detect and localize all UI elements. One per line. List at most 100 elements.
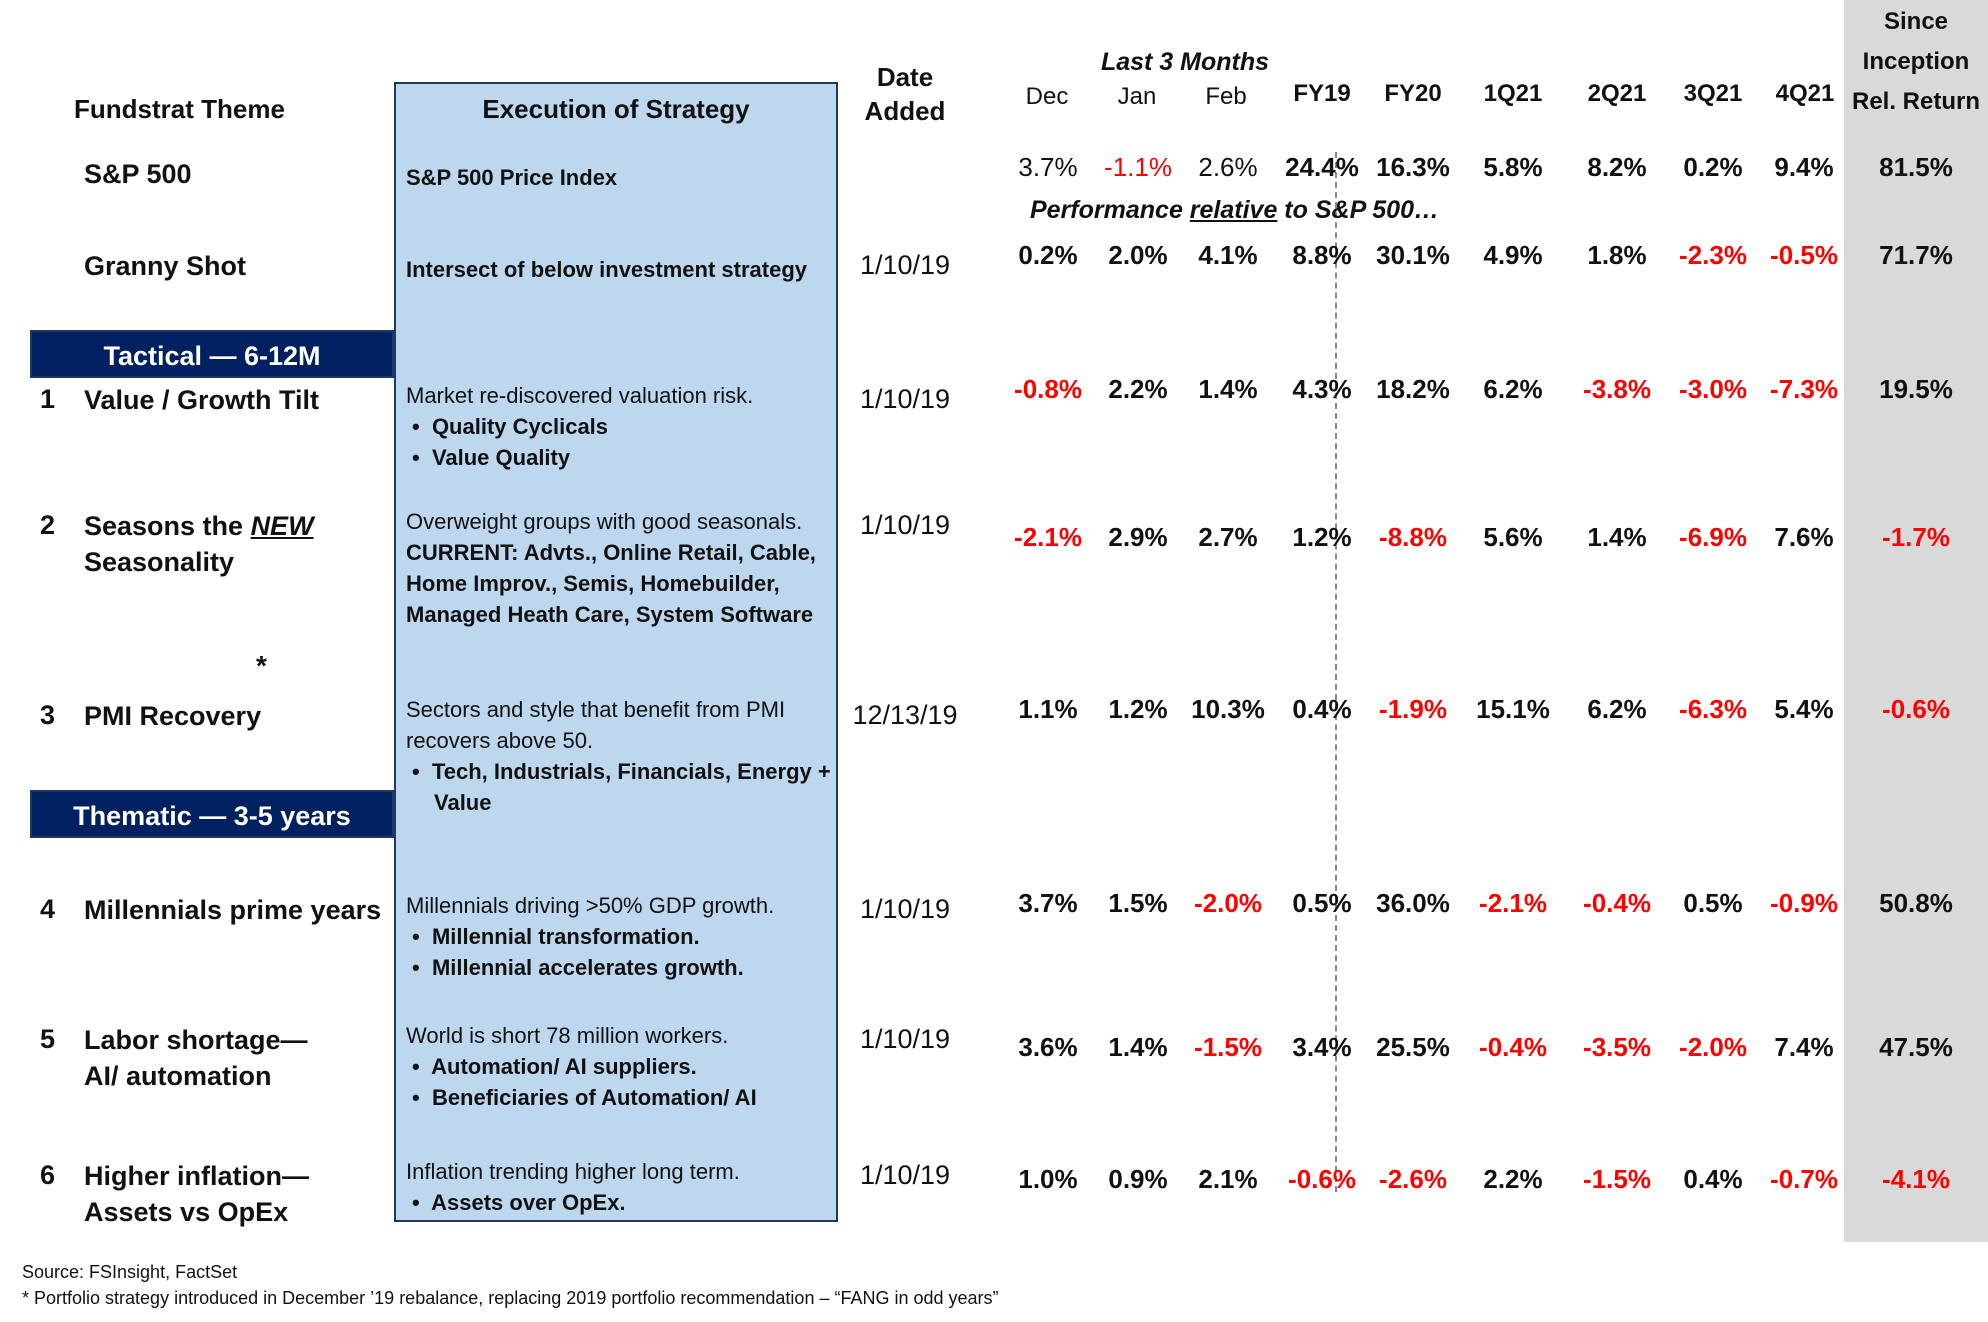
value-cell: -0.4% bbox=[1583, 888, 1651, 918]
exec-millennials: Millennials driving >50% GDP growth. • M… bbox=[406, 893, 775, 980]
value-cell: 0.5% bbox=[1292, 888, 1352, 918]
source-footnote: Source: FSInsight, FactSet bbox=[22, 1262, 238, 1282]
col-header-fy20: FY20 bbox=[1384, 80, 1442, 107]
value-cell: -8.8% bbox=[1379, 522, 1447, 552]
performance-relative-note: Performance relative to S&P 500… bbox=[1030, 196, 1439, 224]
value-cell: -7.3% bbox=[1770, 374, 1838, 404]
value-cell: 2.1% bbox=[1198, 1164, 1258, 1194]
col-header-fy19: FY19 bbox=[1293, 80, 1351, 107]
tactical-banner: Tactical — 6-12M bbox=[30, 330, 394, 378]
value-cell: 7.4% bbox=[1774, 1032, 1834, 1062]
value-cell: -0.8% bbox=[1014, 374, 1082, 404]
exec-pmi-recovery: Sectors and style that benefit from PMI … bbox=[406, 697, 831, 815]
value-cell: -2.3% bbox=[1679, 240, 1747, 270]
theme-seasons: Seasons the NEW Seasonality bbox=[84, 511, 314, 577]
value-cell: -6.3% bbox=[1679, 694, 1747, 724]
value-cell: 3.6% bbox=[1018, 1032, 1078, 1062]
col-header-1q21: 1Q21 bbox=[1483, 80, 1543, 107]
value-cell: 10.3% bbox=[1191, 694, 1265, 724]
value-cell: -2.1% bbox=[1479, 888, 1547, 918]
value-cell: 1.4% bbox=[1108, 1032, 1168, 1062]
since-inception-header: Since Inception Rel. Return bbox=[1851, 8, 1980, 115]
col-header-4q21: 4Q21 bbox=[1775, 80, 1835, 107]
value-cell: 0.4% bbox=[1292, 694, 1352, 724]
theme-labor-shortage: Labor shortage— AI/ automation bbox=[84, 1025, 308, 1091]
value-cell: -1.9% bbox=[1379, 694, 1447, 724]
value-cell: 1.2% bbox=[1292, 522, 1352, 552]
value-cell: 2.7% bbox=[1198, 522, 1258, 552]
row-number-6: 6 bbox=[40, 1160, 56, 1190]
value-cell: 30.1% bbox=[1376, 240, 1450, 270]
value-cell: 1.0% bbox=[1018, 1164, 1078, 1194]
row-number-3: 3 bbox=[40, 700, 56, 730]
pmi-asterisk: * bbox=[256, 650, 267, 681]
asterisk-footnote: * Portfolio strategy introduced in Decem… bbox=[22, 1288, 999, 1308]
col-header-2q21: 2Q21 bbox=[1587, 80, 1647, 107]
value-cell: 47.5% bbox=[1879, 1032, 1953, 1062]
value-cell: 19.5% bbox=[1879, 374, 1953, 404]
value-cell: -2.0% bbox=[1679, 1032, 1747, 1062]
value-cell: 7.6% bbox=[1774, 522, 1834, 552]
value-cell: 2.2% bbox=[1108, 374, 1168, 404]
value-cell: -1.5% bbox=[1194, 1032, 1262, 1062]
exec-value-growth: Market re-discovered valuation risk. • Q… bbox=[406, 383, 754, 470]
value-cell: 81.5% bbox=[1879, 152, 1953, 182]
value-cell: 1.8% bbox=[1587, 240, 1647, 270]
value-cell: 2.2% bbox=[1483, 1164, 1543, 1194]
theme-pmi-recovery: PMI Recovery bbox=[84, 701, 262, 731]
value-cell: 1.5% bbox=[1108, 888, 1168, 918]
value-cell: -0.7% bbox=[1770, 1164, 1838, 1194]
value-cell: -3.5% bbox=[1583, 1032, 1651, 1062]
value-cell: 0.2% bbox=[1018, 240, 1078, 270]
value-cell: 25.5% bbox=[1376, 1032, 1450, 1062]
value-cell: 50.8% bbox=[1879, 888, 1953, 918]
value-cell: 3.7% bbox=[1018, 888, 1078, 918]
value-cell: -2.1% bbox=[1014, 522, 1082, 552]
execution-strategy-panel bbox=[394, 82, 838, 1222]
last-3-months-header: Last 3 Months bbox=[1100, 48, 1270, 76]
exec-labor-shortage: World is short 78 million workers. • Aut… bbox=[406, 1023, 757, 1110]
value-cell: 5.8% bbox=[1483, 152, 1543, 182]
value-cell: 3.7% bbox=[1018, 152, 1078, 182]
value-cell: 1.4% bbox=[1587, 522, 1647, 552]
date-seasons: 1/10/19 bbox=[859, 510, 951, 540]
value-cell: 5.4% bbox=[1774, 694, 1834, 724]
value-cell: 2.0% bbox=[1108, 240, 1168, 270]
date-labor-shortage: 1/10/19 bbox=[859, 1024, 951, 1054]
value-cell: 15.1% bbox=[1476, 694, 1550, 724]
value-cell: 6.2% bbox=[1587, 694, 1647, 724]
value-cell: 1.2% bbox=[1108, 694, 1168, 724]
value-cell: -0.9% bbox=[1770, 888, 1838, 918]
value-cell: -1.1% bbox=[1104, 152, 1172, 182]
value-cell: -2.0% bbox=[1194, 888, 1262, 918]
value-cell: 6.2% bbox=[1483, 374, 1543, 404]
value-cell: 0.2% bbox=[1683, 152, 1743, 182]
row-number-4: 4 bbox=[40, 894, 56, 924]
col-header-dec: Dec bbox=[1025, 83, 1069, 110]
value-cell: -0.4% bbox=[1479, 1032, 1547, 1062]
value-cell: 0.4% bbox=[1683, 1164, 1743, 1194]
date-granny-shot: 1/10/19 bbox=[859, 250, 951, 280]
date-added-header: Date Added bbox=[864, 62, 946, 126]
value-cell: -1.7% bbox=[1882, 522, 1950, 552]
theme-value-growth: Value / Growth Tilt bbox=[84, 385, 320, 415]
value-cell: -4.1% bbox=[1882, 1164, 1950, 1194]
value-cell: 16.3% bbox=[1376, 152, 1450, 182]
value-cell: 4.9% bbox=[1483, 240, 1543, 270]
value-cell: 3.4% bbox=[1292, 1032, 1352, 1062]
value-cell: -2.6% bbox=[1379, 1164, 1447, 1194]
value-cell: 18.2% bbox=[1376, 374, 1450, 404]
theme-sp500: S&P 500 bbox=[84, 159, 192, 189]
value-cell: 0.5% bbox=[1683, 888, 1743, 918]
value-cell: 2.6% bbox=[1198, 152, 1258, 182]
date-higher-inflation: 1/10/19 bbox=[859, 1160, 951, 1190]
since-inception-column-shade bbox=[1844, 0, 1988, 1242]
col-header-jan: Jan bbox=[1117, 83, 1157, 110]
value-cell: 4.1% bbox=[1198, 240, 1258, 270]
row-number-2: 2 bbox=[40, 510, 56, 540]
fy19-divider-line bbox=[1335, 152, 1337, 1192]
theme-higher-inflation: Higher inflation— Assets vs OpEx bbox=[84, 1161, 309, 1227]
value-cell: 8.2% bbox=[1587, 152, 1647, 182]
exec-granny-shot: Intersect of below investment strategy bbox=[406, 257, 807, 282]
value-cell: -3.0% bbox=[1679, 374, 1747, 404]
